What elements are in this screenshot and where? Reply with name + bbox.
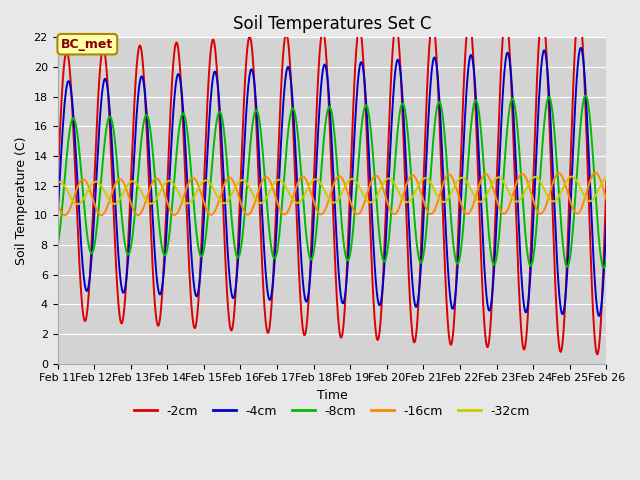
-4cm bbox=[577, 45, 584, 51]
Legend: -2cm, -4cm, -8cm, -16cm, -32cm: -2cm, -4cm, -8cm, -16cm, -32cm bbox=[129, 400, 535, 423]
-8cm bbox=[54, 243, 61, 249]
-16cm bbox=[116, 176, 124, 182]
Text: BC_met: BC_met bbox=[61, 38, 113, 51]
Line: -4cm: -4cm bbox=[58, 48, 606, 316]
Line: -2cm: -2cm bbox=[58, 10, 606, 354]
-8cm bbox=[116, 195, 124, 201]
-4cm bbox=[595, 313, 603, 319]
-8cm bbox=[600, 265, 607, 271]
-4cm bbox=[54, 215, 61, 221]
-32cm bbox=[264, 192, 272, 197]
-8cm bbox=[592, 194, 600, 200]
-16cm bbox=[591, 170, 599, 176]
-4cm bbox=[288, 87, 296, 93]
-16cm bbox=[149, 179, 157, 184]
-2cm bbox=[116, 316, 124, 322]
-8cm bbox=[582, 93, 589, 98]
-2cm bbox=[149, 265, 157, 271]
-2cm bbox=[575, 7, 583, 13]
-8cm bbox=[264, 214, 272, 219]
-8cm bbox=[149, 148, 157, 154]
-16cm bbox=[54, 200, 61, 206]
-32cm bbox=[149, 200, 157, 206]
Line: -8cm: -8cm bbox=[58, 96, 606, 268]
Title: Soil Temperatures Set C: Soil Temperatures Set C bbox=[233, 15, 431, 33]
-2cm bbox=[288, 94, 296, 100]
-32cm bbox=[74, 201, 81, 207]
-16cm bbox=[61, 213, 68, 218]
-4cm bbox=[264, 292, 272, 298]
-32cm bbox=[54, 180, 61, 185]
-32cm bbox=[592, 192, 600, 198]
-2cm bbox=[54, 183, 61, 189]
Line: -32cm: -32cm bbox=[58, 177, 606, 204]
-2cm bbox=[264, 330, 272, 336]
-32cm bbox=[533, 175, 541, 180]
-8cm bbox=[602, 257, 610, 263]
-4cm bbox=[592, 292, 600, 298]
-4cm bbox=[149, 216, 157, 222]
Line: -16cm: -16cm bbox=[58, 173, 606, 216]
-8cm bbox=[532, 224, 540, 230]
-4cm bbox=[602, 220, 610, 226]
-4cm bbox=[532, 147, 540, 153]
-16cm bbox=[288, 198, 296, 204]
-2cm bbox=[593, 351, 601, 357]
-4cm bbox=[116, 273, 124, 279]
-32cm bbox=[602, 174, 610, 180]
-2cm bbox=[592, 346, 600, 351]
-16cm bbox=[264, 175, 272, 181]
-16cm bbox=[533, 207, 541, 213]
X-axis label: Time: Time bbox=[317, 389, 348, 402]
-2cm bbox=[602, 179, 610, 184]
-32cm bbox=[288, 196, 296, 202]
-2cm bbox=[532, 89, 540, 95]
-16cm bbox=[602, 197, 610, 203]
-16cm bbox=[592, 170, 600, 176]
-32cm bbox=[116, 195, 124, 201]
-32cm bbox=[568, 174, 575, 180]
Y-axis label: Soil Temperature (C): Soil Temperature (C) bbox=[15, 136, 28, 265]
-8cm bbox=[288, 107, 296, 112]
